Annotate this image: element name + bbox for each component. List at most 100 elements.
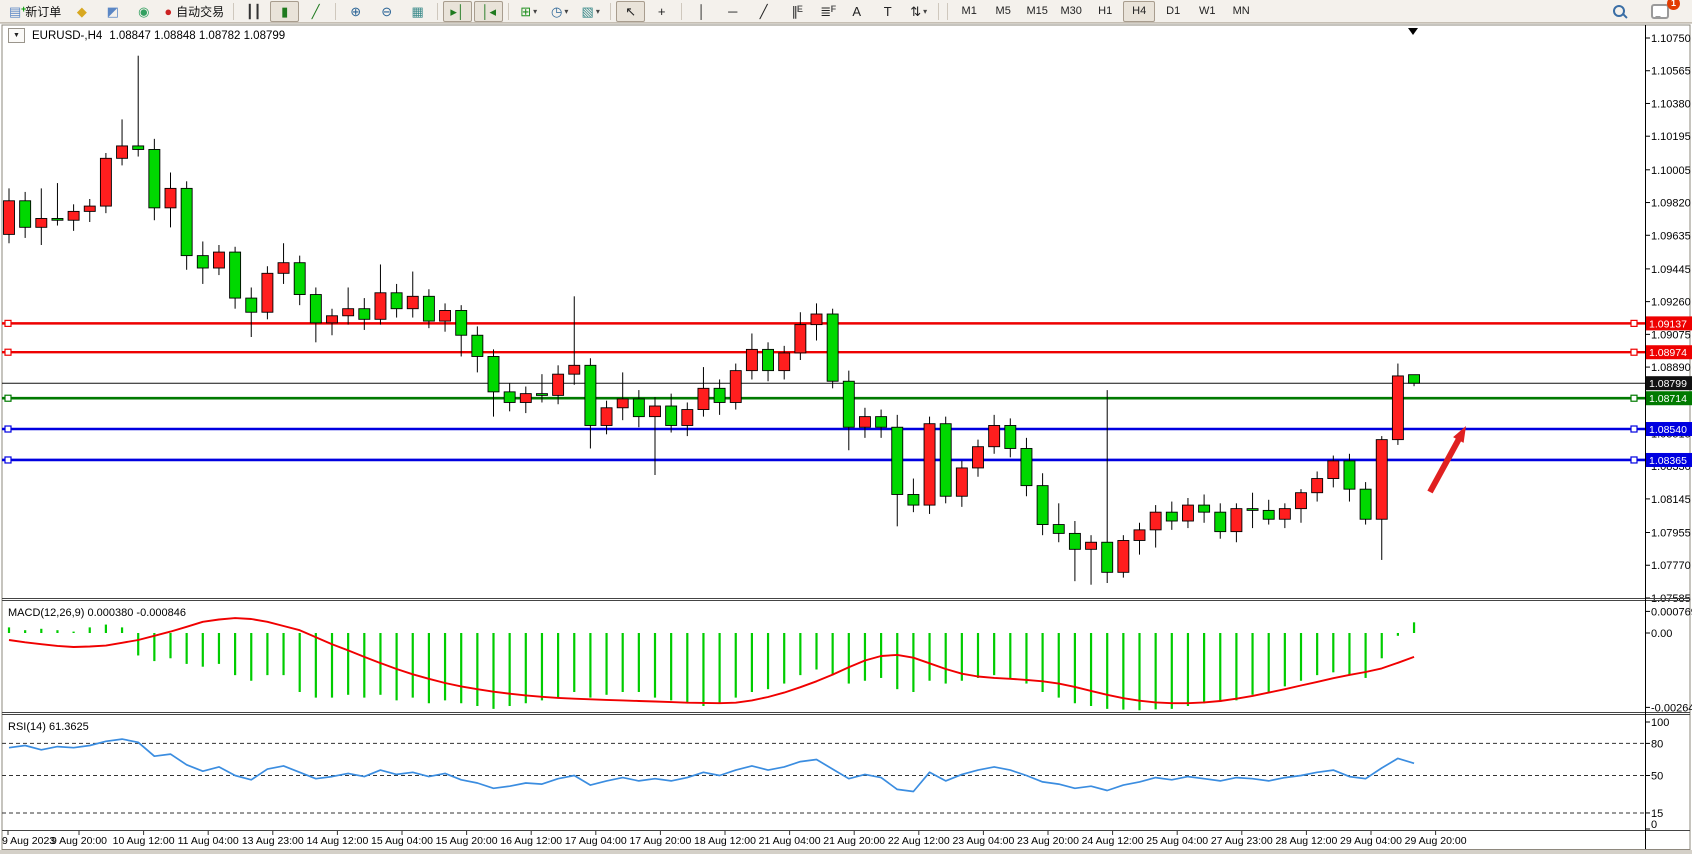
equidistant-channel-button[interactable]: ∥ E — [780, 1, 809, 22]
tile-windows-button[interactable]: ▦ — [403, 1, 432, 22]
horizontal-line[interactable] — [2, 425, 1645, 433]
svg-text:-0.002648: -0.002648 — [1651, 702, 1692, 714]
bar-chart-button[interactable]: ┃┃ — [239, 1, 268, 22]
timeframe-mn-button[interactable]: MN — [1232, 5, 1250, 17]
cursor-button[interactable]: ↖ — [616, 0, 646, 22]
candle-up — [1391, 375, 1404, 441]
crosshair-button[interactable]: + — [647, 1, 676, 22]
candle-down — [1214, 511, 1227, 533]
candle-down — [1198, 504, 1211, 513]
text-label-button[interactable]: T — [873, 1, 902, 22]
svg-text:1.10750: 1.10750 — [1651, 33, 1691, 45]
horizontal-line[interactable] — [2, 394, 1645, 402]
periods-button[interactable]: ◷ ▾ — [545, 1, 574, 22]
candle-down — [762, 348, 774, 372]
dropdown-caret-icon: ▾ — [923, 6, 928, 16]
vertical-line-button[interactable]: │ — [687, 1, 716, 22]
zoom-out-button[interactable]: ⊖ — [372, 1, 401, 22]
candle-up — [681, 409, 694, 426]
candle-up — [649, 405, 661, 418]
candle-up — [955, 467, 968, 497]
candle-down — [875, 416, 888, 428]
candle-up — [729, 370, 742, 403]
cursor-icon: ↖ — [625, 3, 637, 19]
horizontal-line-button[interactable]: ─ — [718, 1, 747, 22]
svg-text:1.08974: 1.08974 — [1649, 347, 1687, 359]
trendline-icon: ╱ — [759, 3, 768, 19]
svg-text:11 Aug 04:00: 11 Aug 04:00 — [178, 835, 239, 847]
timeframe-m5-button[interactable]: M5 — [995, 5, 1011, 17]
indicators-button[interactable]: ⊞ ▾ — [514, 1, 543, 22]
candle-up — [972, 446, 984, 469]
search-button[interactable] — [1604, 1, 1633, 22]
indicators-icon: ⊞ — [520, 3, 532, 19]
auto-scroll-button[interactable]: ▸│ — [443, 0, 473, 22]
svg-text:1.10565: 1.10565 — [1651, 66, 1691, 78]
candle-up — [374, 292, 387, 320]
svg-text:1.09820: 1.09820 — [1651, 198, 1691, 210]
svg-text:1.07955: 1.07955 — [1651, 528, 1691, 540]
text-label-icon: T — [883, 3, 892, 19]
text-button[interactable]: A — [842, 1, 871, 22]
candle-up — [3, 200, 15, 235]
timeframe-m1-button[interactable]: M1 — [961, 5, 977, 17]
timeframe-h4-button[interactable]: H4 — [1123, 0, 1156, 22]
zoom-in-button[interactable]: ⊕ — [341, 1, 370, 22]
svg-text:1.08890: 1.08890 — [1651, 362, 1691, 374]
candle-up — [326, 315, 338, 324]
horizontal-line[interactable] — [2, 456, 1645, 464]
timeframe-m30-button[interactable]: M30 — [1060, 5, 1082, 17]
zoom-in-icon: ⊕ — [350, 3, 362, 19]
horizontal-line[interactable] — [2, 348, 1645, 356]
auto-trading-button[interactable]: ● 自动交易 — [160, 1, 228, 22]
trendline-button[interactable]: ╱ — [749, 1, 778, 22]
candlestick-chart-icon: ▮ — [281, 3, 289, 19]
profile-button[interactable]: ◩ — [98, 1, 127, 22]
auto-trading-icon: ● — [164, 3, 173, 19]
svg-text:23 Aug 04:00: 23 Aug 04:00 — [952, 835, 1014, 847]
svg-text:23 Aug 20:00: 23 Aug 20:00 — [1017, 835, 1079, 847]
svg-text:1.10005: 1.10005 — [1651, 165, 1691, 177]
candle-down — [309, 294, 322, 324]
fibonacci-button[interactable]: ≣ F — [811, 1, 840, 22]
notifications-button[interactable]: 1 — [1645, 0, 1680, 22]
chart-shift-button[interactable]: │◂ — [474, 0, 504, 22]
candle-up — [1085, 541, 1098, 550]
bar-chart-icon: ┃┃ — [245, 3, 262, 19]
line-chart-button[interactable]: ╱ — [301, 1, 330, 22]
auto-trading-button-label: 自动交易 — [176, 4, 225, 19]
symbols-button[interactable]: ◆ — [67, 1, 96, 22]
toolbar-separator — [610, 2, 612, 20]
toolbar-separator — [681, 2, 683, 20]
svg-text:24 Aug 12:00: 24 Aug 12:00 — [1082, 835, 1144, 847]
timeframe-w1-button[interactable]: W1 — [1198, 5, 1216, 17]
candlestick-chart-button[interactable]: ▮ — [270, 0, 300, 22]
candle-up — [99, 157, 112, 207]
arrows-button[interactable]: ⇅ ▾ — [904, 1, 933, 22]
timeframe-h1-button[interactable]: H1 — [1098, 5, 1113, 17]
candle-up — [745, 348, 758, 372]
candle-down — [422, 295, 435, 322]
price-line-label: 1.08540 — [1646, 422, 1692, 437]
chart-shift-icon: │◂ — [481, 3, 497, 19]
symbols-icon: ◆ — [76, 3, 87, 19]
horizontal-line[interactable] — [2, 319, 1645, 327]
overlay-glyph-icon: E — [796, 3, 803, 14]
candle-down — [503, 391, 516, 403]
candle-down — [180, 187, 193, 257]
timeframe-d1-button[interactable]: D1 — [1166, 5, 1181, 17]
candle-down — [1068, 532, 1081, 550]
arrow-annotation[interactable] — [1427, 426, 1466, 494]
horizontal-line-icon: ─ — [728, 3, 738, 19]
new-order-button[interactable]: ▤ + 新订单 — [5, 1, 65, 22]
market-signals-button[interactable]: ◉ — [129, 1, 158, 22]
candlestick-series — [3, 55, 1421, 585]
chart-canvas[interactable]: 1.10750 1.10565 1.10380 1.10195 1.10005 1.098… — [0, 24, 1692, 850]
svg-text:1.08714: 1.08714 — [1649, 393, 1687, 405]
one-click-trading-toggle[interactable]: ▼ — [8, 28, 25, 43]
candle-up — [342, 308, 355, 317]
macd-pane: 0.000769 0.00 -0.002648 — [7, 606, 1692, 714]
svg-text:1.07770: 1.07770 — [1651, 560, 1691, 572]
templates-button[interactable]: ▧ ▾ — [576, 1, 605, 22]
timeframe-m15-button[interactable]: M15 — [1026, 5, 1048, 17]
